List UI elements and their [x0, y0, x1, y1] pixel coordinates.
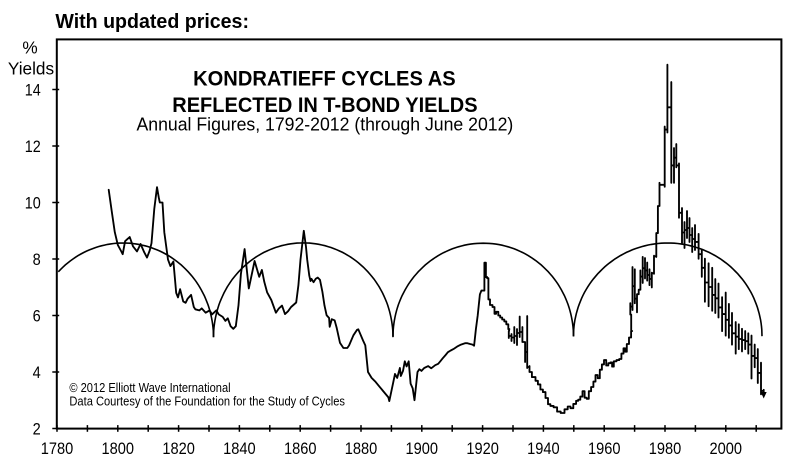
svg-text:Yields: Yields — [8, 58, 54, 78]
svg-text:KONDRATIEFF CYCLES AS: KONDRATIEFF CYCLES AS — [193, 66, 456, 90]
svg-text:%: % — [22, 38, 37, 58]
svg-text:10: 10 — [25, 193, 41, 212]
svg-text:1780: 1780 — [41, 439, 74, 458]
svg-text:1800: 1800 — [102, 439, 135, 458]
svg-text:12: 12 — [25, 137, 41, 156]
svg-text:REFLECTED IN T-BOND YIELDS: REFLECTED IN T-BOND YIELDS — [172, 93, 477, 117]
svg-text:2000: 2000 — [710, 439, 743, 458]
svg-text:6: 6 — [33, 306, 41, 325]
svg-text:Annual Figures, 1792-2012 (thr: Annual Figures, 1792-2012 (through June … — [137, 115, 514, 135]
svg-text:1920: 1920 — [466, 439, 499, 458]
svg-text:1880: 1880 — [345, 439, 378, 458]
svg-text:1840: 1840 — [223, 439, 256, 458]
svg-text:1860: 1860 — [284, 439, 317, 458]
svg-text:1940: 1940 — [527, 439, 560, 458]
svg-text:1820: 1820 — [162, 439, 195, 458]
svg-text:4: 4 — [33, 363, 41, 382]
svg-text:2: 2 — [33, 419, 41, 438]
svg-text:8: 8 — [33, 250, 41, 269]
svg-text:With updated prices:: With updated prices: — [55, 10, 249, 33]
svg-text:1960: 1960 — [588, 439, 621, 458]
svg-text:1980: 1980 — [649, 439, 682, 458]
svg-text:1900: 1900 — [406, 439, 439, 458]
svg-text:14: 14 — [25, 80, 41, 99]
svg-text:© 2012 Elliott Wave Internatio: © 2012 Elliott Wave International — [69, 380, 230, 395]
svg-text:Data Courtesy of the Foundatio: Data Courtesy of the Foundation for the … — [69, 393, 345, 408]
